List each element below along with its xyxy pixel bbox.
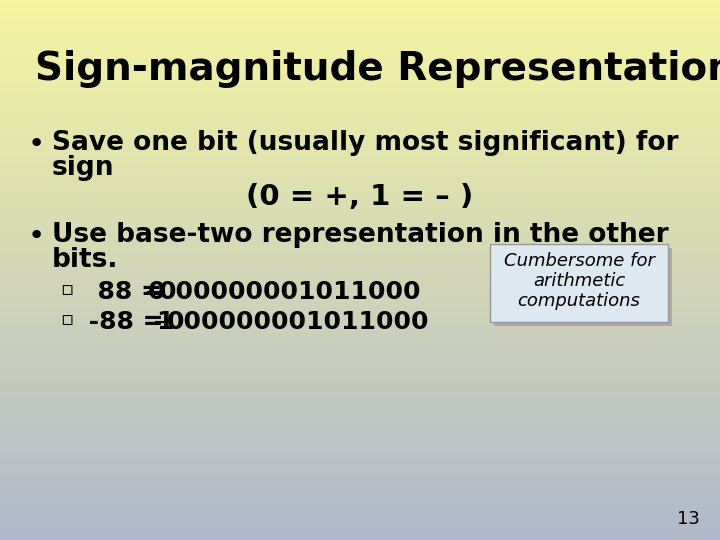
Text: •: • <box>28 130 45 158</box>
Text: ▫: ▫ <box>60 310 73 329</box>
Text: •: • <box>28 222 45 250</box>
Text: arithmetic: arithmetic <box>533 272 625 290</box>
Text: 88 =: 88 = <box>80 280 171 304</box>
Text: bits.: bits. <box>52 247 119 273</box>
Text: 000000001011000: 000000001011000 <box>167 310 430 334</box>
FancyBboxPatch shape <box>494 248 672 326</box>
FancyBboxPatch shape <box>490 244 668 322</box>
Text: Save one bit (usually most significant) for: Save one bit (usually most significant) … <box>52 130 678 156</box>
Text: Cumbersome for: Cumbersome for <box>503 252 654 270</box>
Text: 0: 0 <box>148 280 166 304</box>
Text: sign: sign <box>52 155 114 181</box>
Text: Sign-magnitude Representation: Sign-magnitude Representation <box>35 50 720 88</box>
Text: (0 = +, 1 = – ): (0 = +, 1 = – ) <box>246 183 474 211</box>
Text: computations: computations <box>518 292 640 310</box>
Text: 000000001011000: 000000001011000 <box>159 280 421 304</box>
Text: Use base-two representation in the other: Use base-two representation in the other <box>52 222 669 248</box>
Text: 13: 13 <box>677 510 700 528</box>
Text: ▫: ▫ <box>60 280 73 299</box>
Text: -88 =: -88 = <box>80 310 172 334</box>
Text: 1: 1 <box>156 310 174 334</box>
